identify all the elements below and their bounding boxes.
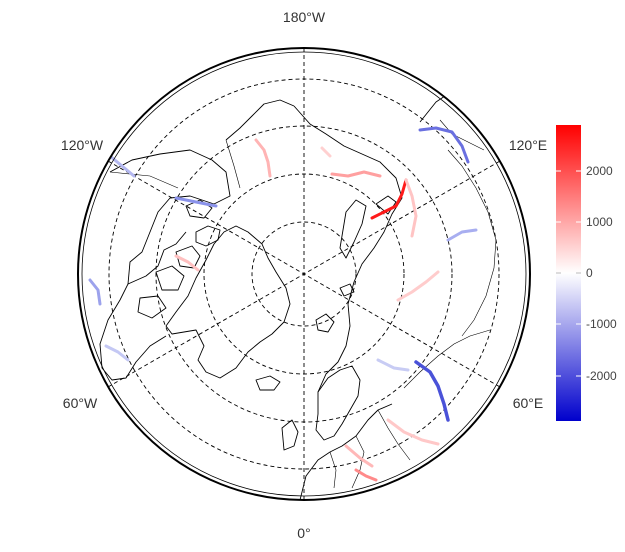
- river-europe-light: [376, 358, 410, 372]
- legend-tick-label: 1000: [586, 215, 613, 229]
- hudson-bay: [127, 231, 187, 285]
- river-east-blue-1: [418, 126, 470, 164]
- river-east-blue-2: [446, 228, 478, 242]
- north-america-coast: [99, 149, 231, 381]
- lon-label-lower-right: 60°E: [513, 395, 544, 411]
- river-alaska-pink: [254, 138, 272, 178]
- river-siberia-red: [370, 178, 408, 220]
- lon-label-top: 180°W: [283, 9, 326, 25]
- europe-coast: [299, 403, 393, 500]
- river-west-blue-2: [88, 278, 102, 306]
- archipelago-1: [195, 225, 221, 247]
- lon-label-upper-right: 120°E: [509, 137, 547, 153]
- legend-tick-label: -1000: [586, 317, 617, 331]
- border-russia-kazakh: [403, 329, 491, 389]
- meridians: [107, 48, 501, 500]
- archipelago-5: [137, 295, 167, 319]
- british-isles: [281, 419, 299, 451]
- franz-josef: [339, 283, 355, 297]
- river-east-pink: [396, 270, 440, 302]
- river-volga-pink: [386, 418, 440, 446]
- river-mid-pink: [320, 146, 332, 158]
- river-europe-blue: [414, 360, 450, 422]
- river-scand-pink: [344, 444, 374, 468]
- lon-label-bottom: 0°: [297, 525, 310, 541]
- border-europe-3: [329, 451, 337, 489]
- legend-ticks: [556, 170, 581, 377]
- map-boundary: [77, 47, 531, 501]
- river-west-light: [104, 344, 130, 362]
- lon-label-upper-left: 120°W: [61, 137, 104, 153]
- map-disc: [77, 47, 531, 501]
- map-boundary-inner: [81, 51, 527, 497]
- river-siberia-pink-1: [330, 170, 382, 178]
- legend-tick-label: 0: [586, 266, 593, 280]
- river-values: [88, 126, 478, 482]
- border-canada-us: [109, 171, 179, 189]
- coastlines: [99, 93, 449, 500]
- eurasia-coast: [293, 105, 403, 393]
- scandinavia-coast: [315, 365, 361, 441]
- iceland: [255, 375, 281, 391]
- svalbard: [315, 313, 335, 333]
- border-china: [439, 119, 485, 151]
- border-europe-2: [377, 409, 411, 461]
- legend-tick-label: -2000: [586, 369, 617, 383]
- archipelago-2: [175, 245, 201, 269]
- legend-tick-label: 2000: [586, 164, 613, 178]
- longitude-labels: 180°W 120°W 120°E 60°W 60°E 0°: [61, 9, 547, 541]
- river-europe-red: [354, 468, 378, 482]
- novaya-zemlya: [339, 199, 367, 259]
- color-legend: 2000 1000 0 -1000 -2000: [556, 125, 617, 421]
- greenland-coast: [165, 225, 291, 379]
- meridian-120: [107, 160, 501, 388]
- river-canada-blue: [174, 196, 218, 208]
- river-siberia-pink-2: [404, 178, 418, 238]
- border-east: [447, 149, 497, 337]
- river-canada-pink: [174, 254, 200, 272]
- border-alaska: [225, 139, 241, 189]
- archipelago-3: [155, 265, 185, 291]
- lon-label-lower-left: 60°W: [63, 395, 98, 411]
- alaska-coast: [225, 99, 295, 141]
- lat-circle-1: [251, 221, 357, 327]
